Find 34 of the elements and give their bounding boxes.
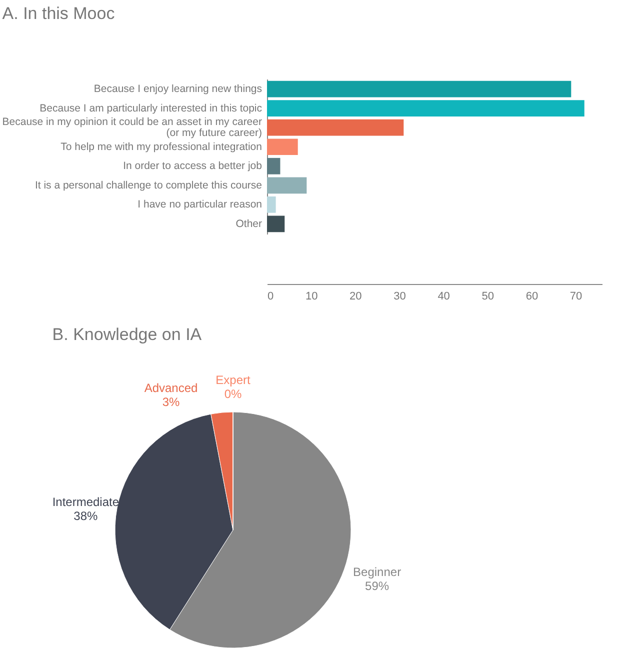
x-tick-label: 20: [350, 290, 362, 302]
bar: [267, 119, 404, 136]
x-tick-label: 40: [438, 290, 450, 302]
bar: [267, 158, 280, 174]
x-tick-label: 60: [526, 290, 538, 302]
chart-title: B. Knowledge on IA: [52, 325, 202, 344]
bar: [267, 138, 298, 156]
bar: [267, 216, 285, 232]
category-label: Expert: [216, 373, 250, 387]
y-tick-label: Other: [236, 218, 262, 230]
x-tick-label: 70: [570, 290, 582, 302]
slice-label: Beginner: [353, 564, 402, 579]
text: A. In this Mooc: [2, 4, 116, 23]
x-tick-label: 30: [394, 290, 406, 302]
y-tick-label: Because I enjoy learning new things: [94, 83, 262, 96]
slice-label: Intermediate: [52, 494, 120, 509]
x-tick-label: 50: [482, 290, 494, 302]
data-label: 38%: [74, 508, 98, 523]
y-tick-label: To help me with my professional integration: [60, 140, 262, 153]
y-tick-label: It is a personal challenge to complete this course: [34, 179, 262, 192]
bar: [267, 80, 572, 98]
x-tick-label: 0: [268, 290, 274, 302]
y-tick-label: I have no particular reason: [138, 198, 262, 211]
bar: [267, 100, 584, 117]
text: 0%: [224, 387, 242, 401]
bar: [267, 177, 307, 194]
y-tick-label: Because I am particularly interested in this topic: [40, 102, 262, 114]
slice-label: Advanced: [144, 381, 198, 395]
bar: [267, 196, 276, 213]
y-tick-label: Because in my opinion it could be an asset in my career (or my future career): [2, 116, 262, 140]
y-tick-label: In order to access a better job: [123, 160, 262, 172]
data-label: 3%: [162, 395, 180, 409]
x-tick-label: 10: [305, 290, 318, 302]
data-label: 59%: [365, 578, 390, 593]
